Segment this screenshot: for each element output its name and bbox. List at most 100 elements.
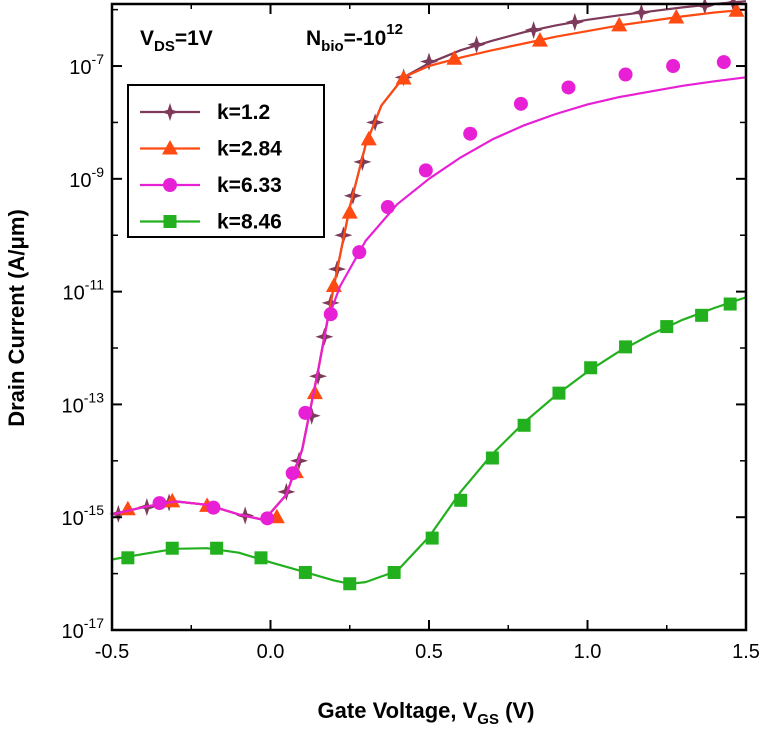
- data-point: [341, 204, 358, 219]
- data-point: [467, 35, 486, 54]
- ticks-layer: -0.5 0.0 0.5 1.0 1.510-1710-1510-1310-1110-9…: [62, 4, 760, 663]
- y-tick-label: 10-7: [69, 51, 104, 79]
- x-axis-title-main: Gate Voltage, V: [318, 698, 478, 723]
- data-point: [723, 297, 737, 311]
- series-2: [111, 55, 747, 526]
- series-line: [111, 76, 747, 522]
- data-point: [121, 551, 135, 565]
- data-point: [524, 20, 543, 39]
- series-1: [111, 2, 747, 524]
- data-point: [387, 565, 401, 579]
- annotation-nbio-sub: bio: [321, 38, 344, 55]
- annotation-vds-rest: =1V: [175, 27, 213, 50]
- data-point: [360, 130, 377, 146]
- data-point: [513, 96, 528, 111]
- annotation-nbio: Nbio=-1012: [306, 21, 403, 55]
- y-tick-label-base: 10: [69, 170, 91, 192]
- y-tick-label: 10-17: [62, 615, 105, 643]
- data-point: [353, 152, 372, 171]
- legend-marker: [161, 103, 179, 121]
- series-3: [111, 296, 747, 591]
- data-point: [323, 307, 338, 322]
- data-point: [463, 126, 478, 141]
- data-point: [517, 418, 531, 432]
- data-point: [343, 577, 357, 591]
- series-0: [109, 0, 747, 525]
- y-tick-label-base: 10: [62, 395, 84, 417]
- y-tick-label-exp: -11: [85, 277, 104, 293]
- data-point: [666, 59, 681, 74]
- x-axis-title-sub: GS: [477, 711, 499, 728]
- data-point: [454, 493, 468, 507]
- data-point: [260, 511, 275, 526]
- y-tick-label-exp: -17: [84, 615, 104, 631]
- annotation-vds-main: V: [140, 27, 154, 50]
- legend-label: k=6.33: [217, 174, 282, 197]
- data-point: [164, 492, 181, 508]
- y-tick-label-exp: -9: [92, 164, 105, 180]
- data-point: [660, 320, 674, 334]
- y-tick-label-base: 10: [69, 57, 91, 79]
- y-tick-label-exp: -7: [92, 51, 105, 67]
- legend-marker: [163, 178, 177, 192]
- y-axis-title: Drain Current (A/μm): [4, 209, 29, 427]
- x-axis-title: Gate Voltage, VGS (V): [318, 698, 535, 728]
- data-point: [565, 13, 584, 32]
- y-tick-label: 10-13: [62, 389, 105, 417]
- data-point: [206, 500, 221, 515]
- data-point: [152, 496, 167, 511]
- data-point: [325, 277, 342, 292]
- series-line: [111, 0, 747, 522]
- data-point: [380, 200, 395, 215]
- y-tick-label: 10-9: [69, 164, 104, 192]
- legend-box: [127, 84, 325, 238]
- data-point: [611, 16, 628, 32]
- legend-label: k=1.2: [217, 101, 270, 124]
- x-tick-label: 1.5: [732, 641, 760, 663]
- annotation-vds-sub: DS: [154, 38, 175, 55]
- data-point: [619, 340, 633, 354]
- y-tick-label-base: 10: [62, 621, 84, 643]
- data-point: [552, 386, 566, 400]
- data-point: [210, 541, 224, 555]
- annotation-nbio-rest: =-10: [344, 27, 387, 50]
- x-tick-label: 0.5: [415, 641, 443, 663]
- data-point: [298, 405, 313, 420]
- y-tick-label: 10-15: [62, 502, 105, 530]
- data-point: [695, 308, 709, 322]
- data-point: [632, 3, 651, 22]
- data-point: [395, 69, 412, 85]
- y-tick-label-exp: -15: [84, 502, 104, 518]
- annotation-vds: VDS=1V: [140, 27, 213, 55]
- data-point: [165, 541, 179, 555]
- data-point: [728, 2, 745, 17]
- y-tick-label: 10-11: [63, 277, 105, 305]
- x-axis-title-unit: (V): [499, 698, 534, 723]
- y-tick-label-base: 10: [63, 283, 85, 305]
- data-point: [668, 9, 685, 24]
- data-point: [716, 55, 731, 70]
- data-point: [420, 52, 438, 71]
- data-point: [561, 80, 576, 95]
- y-tick-label-exp: -13: [84, 389, 104, 405]
- annotation-nbio-sup: 12: [386, 21, 403, 38]
- series-layer: [109, 0, 747, 591]
- data-point: [285, 466, 300, 481]
- data-point: [695, 0, 714, 15]
- data-point: [446, 50, 463, 65]
- x-tick-label: 0.0: [257, 641, 285, 663]
- data-point: [418, 163, 433, 178]
- data-point: [584, 361, 598, 375]
- legend-label: k=2.84: [217, 138, 282, 161]
- y-tick-label-base: 10: [62, 508, 84, 530]
- x-tick-label: -0.5: [95, 641, 129, 663]
- data-point: [531, 32, 548, 47]
- data-point: [254, 551, 268, 565]
- data-point: [485, 451, 499, 465]
- annotation-nbio-main: N: [306, 27, 321, 50]
- data-point: [425, 531, 439, 545]
- data-point: [618, 67, 633, 82]
- legend-marker: [163, 215, 177, 228]
- legend-label: k=8.46: [217, 211, 282, 234]
